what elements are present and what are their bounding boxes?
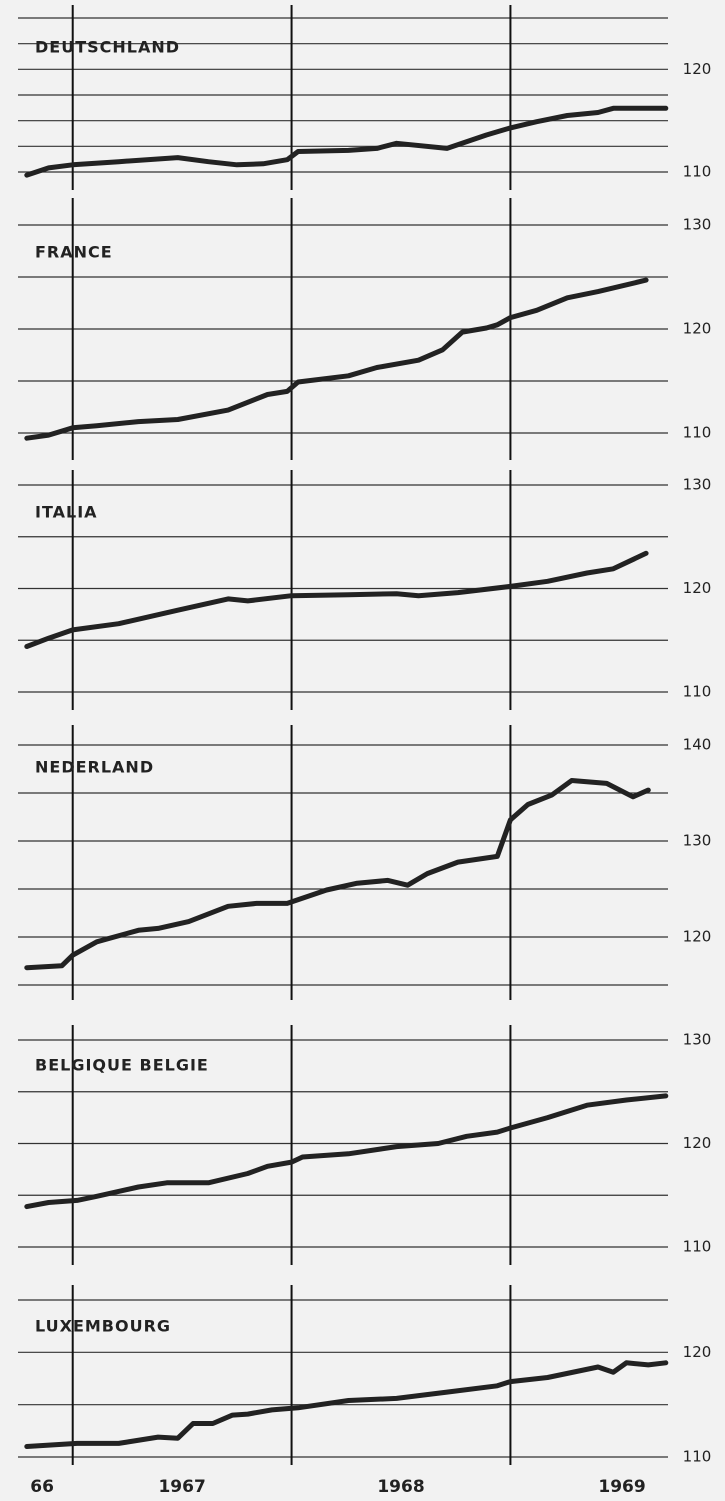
y-tick-label: 120 [683,928,712,946]
y-tick-label: 110 [683,683,712,701]
y-tick-label: 110 [683,163,712,181]
y-tick-label: 130 [683,832,712,850]
series-line [24,105,669,178]
x-label: 1969 [598,1477,645,1497]
y-tick-label: 110 [683,424,712,442]
y-tick-label: 120 [683,1343,712,1361]
y-tick-label: 140 [683,736,712,754]
y-tick-label: 110 [683,1448,712,1466]
panel-title: BELGIQUE BELGIE [35,1056,209,1075]
y-tick-label: 120 [683,1134,712,1152]
series-line [24,1093,669,1210]
panel-title: LUXEMBOURG [35,1317,171,1336]
series-line [24,1360,669,1449]
x-label: 66 [30,1477,54,1497]
series-line [24,277,649,441]
y-tick-label: 130 [683,1031,712,1049]
y-tick-label: 130 [683,216,712,234]
x-label: 1967 [158,1477,205,1497]
y-tick-label: 130 [683,476,712,494]
series-line [24,550,649,649]
y-tick-label: 120 [683,60,712,78]
y-tick-label: 120 [683,579,712,597]
y-tick-label: 120 [683,320,712,338]
panel-title: DEUTSCHLAND [35,38,180,57]
x-label: 1968 [377,1477,424,1497]
y-tick-label: 110 [683,1238,712,1256]
panel-title: FRANCE [35,243,113,262]
panel-title: ITALIA [35,503,98,522]
panel-title: NEDERLAND [35,758,154,777]
series-line [24,778,651,971]
